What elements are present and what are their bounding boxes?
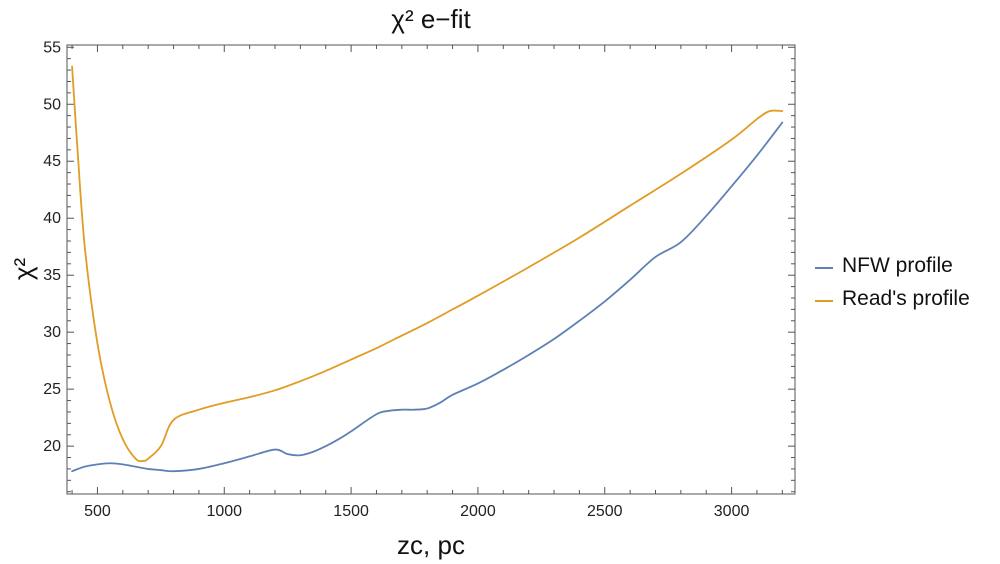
chart-title: χ² e−fit [391, 4, 471, 34]
x-tick-label: 2500 [587, 503, 623, 520]
y-tick-label: 25 [43, 381, 61, 398]
y-tick-label: 30 [43, 324, 61, 341]
y-tick-label: 45 [43, 153, 61, 170]
legend: NFW profile Read's profile [815, 254, 970, 310]
y-axis-title: χ² [8, 258, 38, 281]
x-axis-title: zc, pc [397, 530, 465, 560]
series-line-nfw [71, 121, 784, 473]
legend-label-read: Read's profile [842, 287, 970, 310]
y-tick-label: 50 [43, 96, 61, 113]
y-tick-label: 35 [43, 267, 61, 284]
x-tick-label: 3000 [714, 503, 750, 520]
x-tick-label: 500 [84, 503, 111, 520]
x-tick-label: 1500 [333, 503, 369, 520]
x-tick-label: 2000 [460, 503, 496, 520]
legend-label-nfw: NFW profile [842, 254, 953, 277]
y-tick-label: 20 [43, 438, 61, 455]
y-tick-label: 40 [43, 210, 61, 227]
series-line-read [71, 65, 784, 463]
x-tick-label: 1000 [206, 503, 242, 520]
y-tick-label: 55 [43, 39, 61, 56]
plot-frame [66, 44, 796, 495]
